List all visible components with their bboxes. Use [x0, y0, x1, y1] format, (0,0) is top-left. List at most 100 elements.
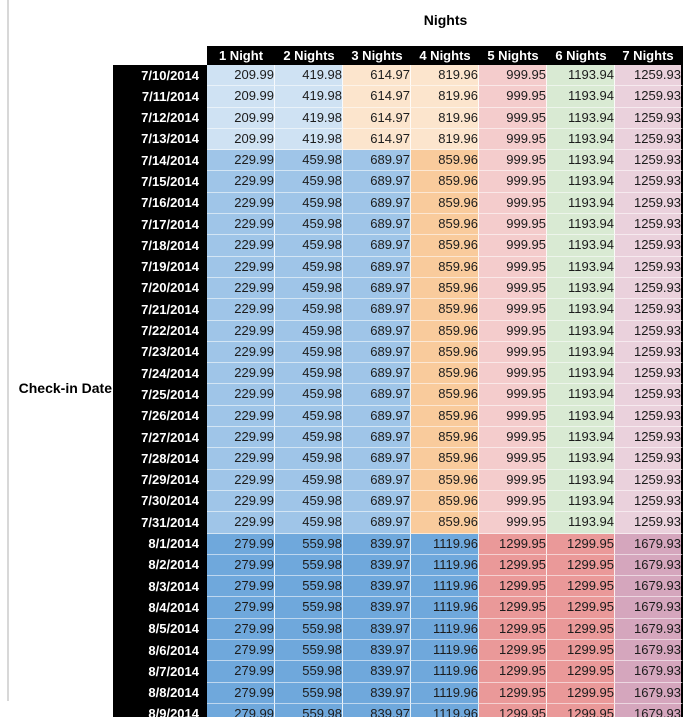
price-cell[interactable]: 1193.94	[547, 65, 615, 87]
price-cell[interactable]: 999.95	[479, 150, 547, 172]
price-cell[interactable]: 209.99	[207, 107, 275, 129]
price-cell[interactable]: 559.98	[275, 554, 343, 577]
price-cell[interactable]: 689.97	[343, 171, 411, 193]
price-cell[interactable]: 459.98	[275, 384, 343, 406]
price-cell[interactable]: 1299.95	[479, 682, 547, 704]
row-date-label[interactable]: 7/21/2014	[113, 299, 207, 321]
price-cell[interactable]: 819.96	[411, 65, 479, 87]
price-cell[interactable]: 1193.94	[547, 277, 615, 300]
row-date-label[interactable]: 7/19/2014	[113, 256, 207, 278]
price-cell[interactable]: 459.98	[275, 512, 343, 534]
price-cell[interactable]: 859.96	[411, 490, 479, 513]
price-cell[interactable]: 1259.93	[615, 171, 683, 193]
price-cell[interactable]: 1193.94	[547, 192, 615, 215]
price-cell[interactable]: 999.95	[479, 405, 547, 428]
price-cell[interactable]: 999.95	[479, 192, 547, 215]
price-cell[interactable]: 1119.96	[411, 703, 479, 717]
price-cell[interactable]: 819.96	[411, 107, 479, 129]
price-cell[interactable]: 459.98	[275, 150, 343, 172]
row-date-label[interactable]: 7/28/2014	[113, 448, 207, 470]
price-cell[interactable]: 689.97	[343, 405, 411, 428]
price-cell[interactable]: 999.95	[479, 490, 547, 513]
price-cell[interactable]: 1119.96	[411, 576, 479, 598]
price-cell[interactable]: 1193.94	[547, 150, 615, 172]
row-date-label[interactable]: 7/11/2014	[113, 86, 207, 108]
price-cell[interactable]: 1299.95	[479, 618, 547, 641]
price-cell[interactable]: 1259.93	[615, 320, 683, 342]
price-cell[interactable]: 689.97	[343, 490, 411, 513]
price-cell[interactable]: 229.99	[207, 405, 275, 428]
price-cell[interactable]: 859.96	[411, 341, 479, 364]
price-cell[interactable]: 1299.95	[479, 597, 547, 619]
price-cell[interactable]: 1193.94	[547, 363, 615, 385]
row-date-label[interactable]: 7/31/2014	[113, 512, 207, 534]
price-cell[interactable]: 1299.95	[479, 703, 547, 717]
price-cell[interactable]: 459.98	[275, 214, 343, 236]
price-cell[interactable]: 1193.94	[547, 405, 615, 428]
price-cell[interactable]: 819.96	[411, 86, 479, 108]
price-cell[interactable]: 999.95	[479, 299, 547, 321]
price-cell[interactable]: 419.98	[275, 107, 343, 129]
price-cell[interactable]: 1119.96	[411, 682, 479, 704]
price-cell[interactable]: 1193.94	[547, 384, 615, 406]
price-cell[interactable]: 999.95	[479, 448, 547, 470]
price-cell[interactable]: 229.99	[207, 214, 275, 236]
price-cell[interactable]: 1679.93	[615, 682, 683, 704]
price-cell[interactable]: 1259.93	[615, 512, 683, 534]
price-cell[interactable]: 1193.94	[547, 448, 615, 470]
price-cell[interactable]: 1259.93	[615, 299, 683, 321]
price-cell[interactable]: 459.98	[275, 469, 343, 491]
price-cell[interactable]: 1193.94	[547, 235, 615, 257]
price-cell[interactable]: 689.97	[343, 384, 411, 406]
price-cell[interactable]: 1193.94	[547, 171, 615, 193]
price-cell[interactable]: 859.96	[411, 299, 479, 321]
price-cell[interactable]: 1119.96	[411, 661, 479, 683]
column-header[interactable]: 3 Nights	[343, 46, 411, 65]
price-cell[interactable]: 1679.93	[615, 618, 683, 641]
price-cell[interactable]: 279.99	[207, 618, 275, 641]
price-cell[interactable]: 859.96	[411, 469, 479, 491]
price-cell[interactable]: 1259.93	[615, 235, 683, 257]
row-date-label[interactable]: 8/1/2014	[113, 533, 207, 555]
price-cell[interactable]: 459.98	[275, 405, 343, 428]
row-date-label[interactable]: 8/5/2014	[113, 618, 207, 641]
price-cell[interactable]: 1299.95	[547, 682, 615, 704]
price-cell[interactable]: 1193.94	[547, 427, 615, 449]
price-cell[interactable]: 279.99	[207, 640, 275, 662]
price-cell[interactable]: 1259.93	[615, 469, 683, 491]
price-cell[interactable]: 1193.94	[547, 214, 615, 236]
row-date-label[interactable]: 7/15/2014	[113, 171, 207, 193]
row-date-label[interactable]: 8/7/2014	[113, 661, 207, 683]
price-cell[interactable]: 689.97	[343, 469, 411, 491]
row-date-label[interactable]: 8/4/2014	[113, 597, 207, 619]
price-cell[interactable]: 1299.95	[547, 703, 615, 717]
price-cell[interactable]: 1259.93	[615, 490, 683, 513]
row-date-label[interactable]: 7/25/2014	[113, 384, 207, 406]
price-cell[interactable]: 229.99	[207, 341, 275, 364]
price-cell[interactable]: 229.99	[207, 256, 275, 278]
price-cell[interactable]: 279.99	[207, 703, 275, 717]
price-cell[interactable]: 999.95	[479, 427, 547, 449]
price-cell[interactable]: 1119.96	[411, 618, 479, 641]
price-cell[interactable]: 1193.94	[547, 107, 615, 129]
row-date-label[interactable]: 8/2/2014	[113, 554, 207, 577]
price-cell[interactable]: 459.98	[275, 299, 343, 321]
column-header[interactable]: 2 Nights	[275, 46, 343, 65]
price-cell[interactable]: 559.98	[275, 661, 343, 683]
row-date-label[interactable]: 7/24/2014	[113, 363, 207, 385]
price-cell[interactable]: 1259.93	[615, 427, 683, 449]
price-cell[interactable]: 1193.94	[547, 512, 615, 534]
price-cell[interactable]: 229.99	[207, 171, 275, 193]
price-cell[interactable]: 1299.95	[547, 618, 615, 641]
price-cell[interactable]: 279.99	[207, 661, 275, 683]
price-cell[interactable]: 1259.93	[615, 128, 683, 151]
price-cell[interactable]: 839.97	[343, 576, 411, 598]
price-cell[interactable]: 1259.93	[615, 277, 683, 300]
price-cell[interactable]: 689.97	[343, 235, 411, 257]
price-cell[interactable]: 839.97	[343, 554, 411, 577]
price-cell[interactable]: 999.95	[479, 86, 547, 108]
price-cell[interactable]: 229.99	[207, 490, 275, 513]
row-date-label[interactable]: 7/18/2014	[113, 235, 207, 257]
price-cell[interactable]: 279.99	[207, 597, 275, 619]
price-cell[interactable]: 839.97	[343, 703, 411, 717]
